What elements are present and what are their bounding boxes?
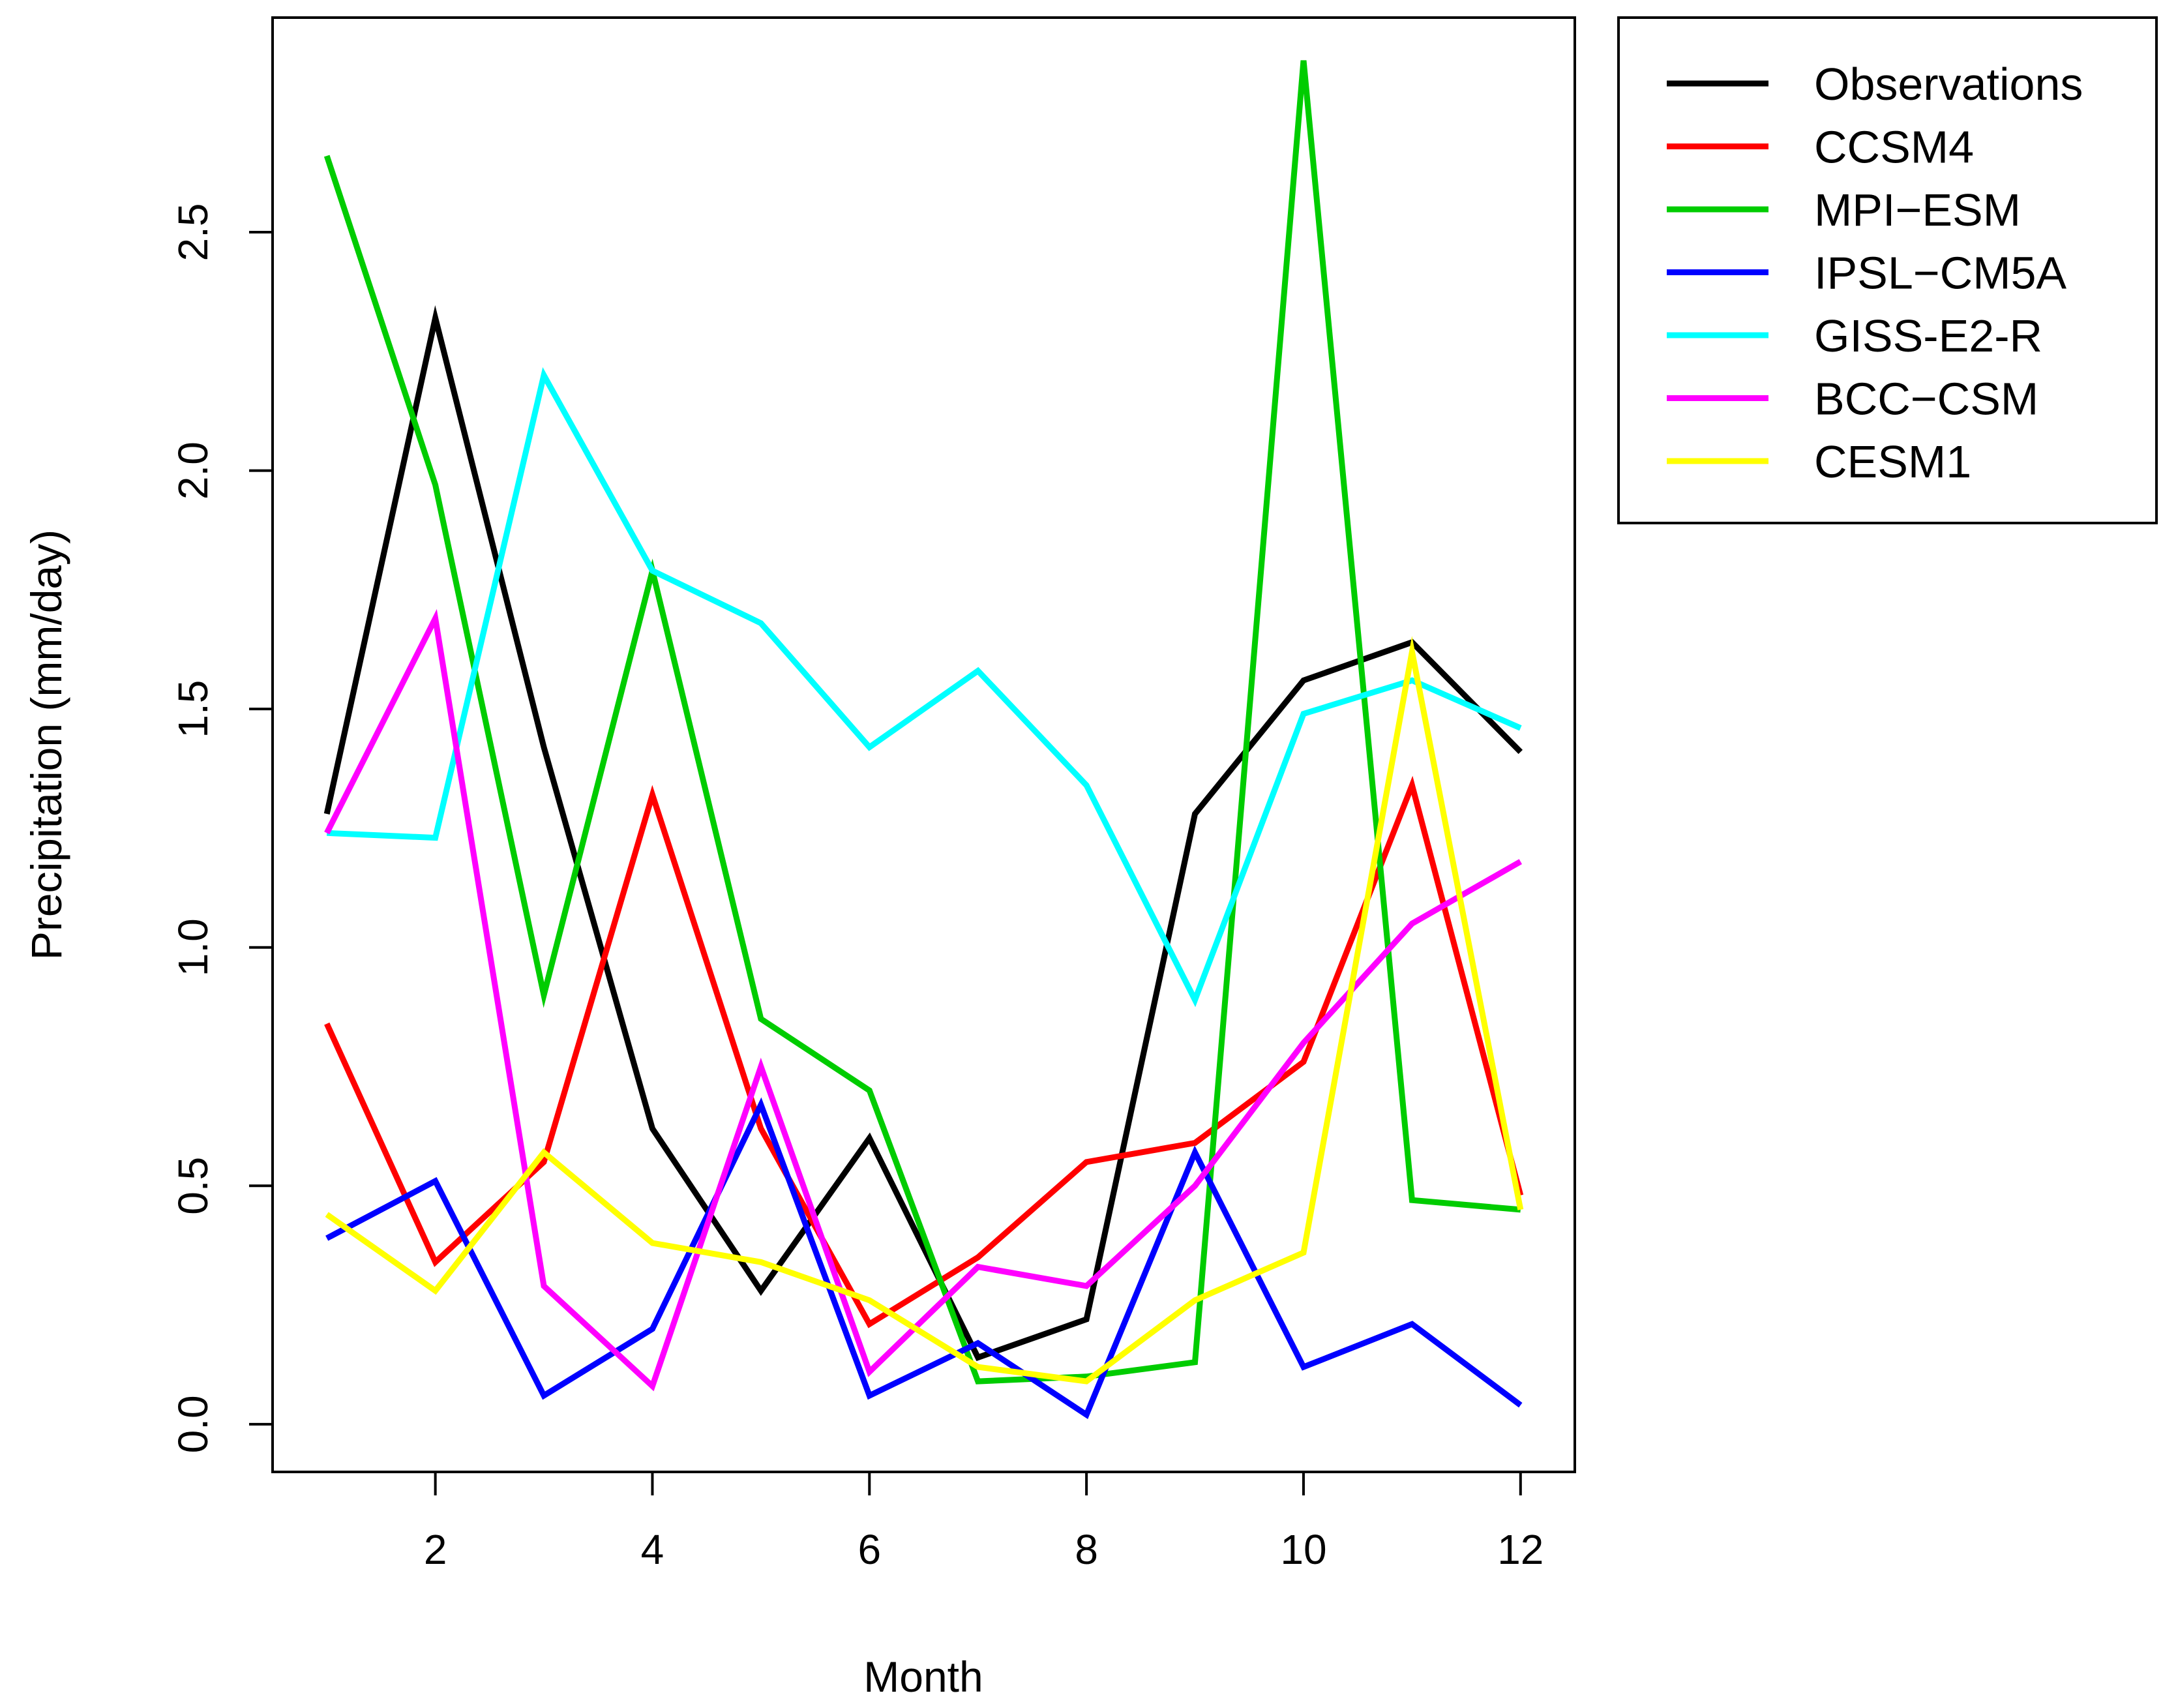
legend-label: IPSL−CM5A xyxy=(1814,248,2066,299)
series-line-ipsl-cm5a xyxy=(325,1097,1523,1420)
legend-label: BCC−CSM xyxy=(1814,374,2038,425)
legend-label: GISS-E2-R xyxy=(1814,310,2042,361)
series-line-mpi-esm xyxy=(323,60,1521,1385)
y-axis-title: Precipitation (mm/day) xyxy=(22,530,70,960)
x-tick-label: 10 xyxy=(1280,1526,1326,1573)
series-line-bcc-csm xyxy=(324,608,1523,1392)
y-tick-label: 0.5 xyxy=(170,1157,216,1215)
legend-label: MPI−ESM xyxy=(1814,185,2021,235)
y-tick-label: 1.0 xyxy=(170,918,216,976)
x-tick-label: 2 xyxy=(424,1526,447,1573)
y-tick-label: 1.5 xyxy=(170,680,216,738)
series-line-cesm1 xyxy=(325,635,1524,1385)
series-layer xyxy=(323,60,1524,1420)
x-tick-label: 6 xyxy=(858,1526,881,1573)
x-axis-title: Month xyxy=(863,1653,983,1701)
x-axis: 2 4 6 8 10 12 xyxy=(424,1471,1544,1573)
series-line-giss-e2-r xyxy=(327,367,1522,1008)
x-tick-label: 8 xyxy=(1075,1526,1098,1573)
legend: Observations CCSM4 MPI−ESM IPSL−CM5A GISS-E2… xyxy=(1617,16,2158,524)
y-tick-label: 2.5 xyxy=(170,203,216,262)
x-tick-label: 4 xyxy=(641,1526,664,1573)
y-tick-label: 2.0 xyxy=(170,442,216,500)
x-tick-label: 12 xyxy=(1497,1526,1544,1573)
series-line-observations xyxy=(323,305,1523,1362)
y-axis: 0.0 0.5 1.0 1.5 2.0 2.5 xyxy=(170,203,274,1453)
legend-label: CCSM4 xyxy=(1814,122,1974,173)
legend-label: Observations xyxy=(1814,59,2083,110)
y-tick-label: 0.0 xyxy=(170,1395,216,1453)
legend-label: CESM1 xyxy=(1814,436,1971,487)
